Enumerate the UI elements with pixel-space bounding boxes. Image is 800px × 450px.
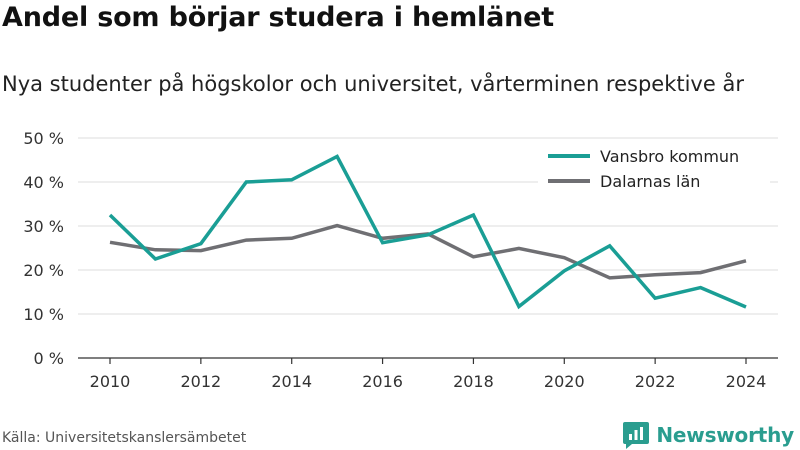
- y-tick-label: 0 %: [34, 349, 64, 368]
- chart-title: Andel som börjar studera i hemlänet: [2, 2, 554, 33]
- newsworthy-logo-icon: [623, 422, 650, 449]
- y-tick-label: 40 %: [23, 173, 64, 192]
- legend-box: [538, 140, 770, 196]
- brand-name: Newsworthy: [656, 423, 794, 447]
- x-tick-label: 2010: [90, 372, 131, 391]
- x-tick-label: 2020: [544, 372, 585, 391]
- y-tick-label: 20 %: [23, 261, 64, 280]
- y-tick-label: 30 %: [23, 217, 64, 236]
- x-tick-label: 2012: [180, 372, 221, 391]
- x-tick-label: 2018: [453, 372, 494, 391]
- y-tick-label: 50 %: [23, 129, 64, 148]
- chart-subtitle: Nya studenter på högskolor och universit…: [2, 72, 744, 96]
- y-tick-label: 10 %: [23, 305, 64, 324]
- legend-item-vansbro-label: Vansbro kommun: [600, 147, 739, 166]
- source-note: Källa: Universitetskanslersämbetet: [2, 430, 247, 446]
- series-line-vansbro: [108, 154, 747, 310]
- x-tick-label: 2024: [726, 372, 767, 391]
- x-tick-label: 2016: [362, 372, 403, 391]
- x-tick-label: 2014: [271, 372, 312, 391]
- brand-logo: Newsworthy: [622, 420, 794, 450]
- x-tick-label: 2022: [635, 372, 676, 391]
- legend-item-dalarna-label: Dalarnas län: [600, 172, 700, 191]
